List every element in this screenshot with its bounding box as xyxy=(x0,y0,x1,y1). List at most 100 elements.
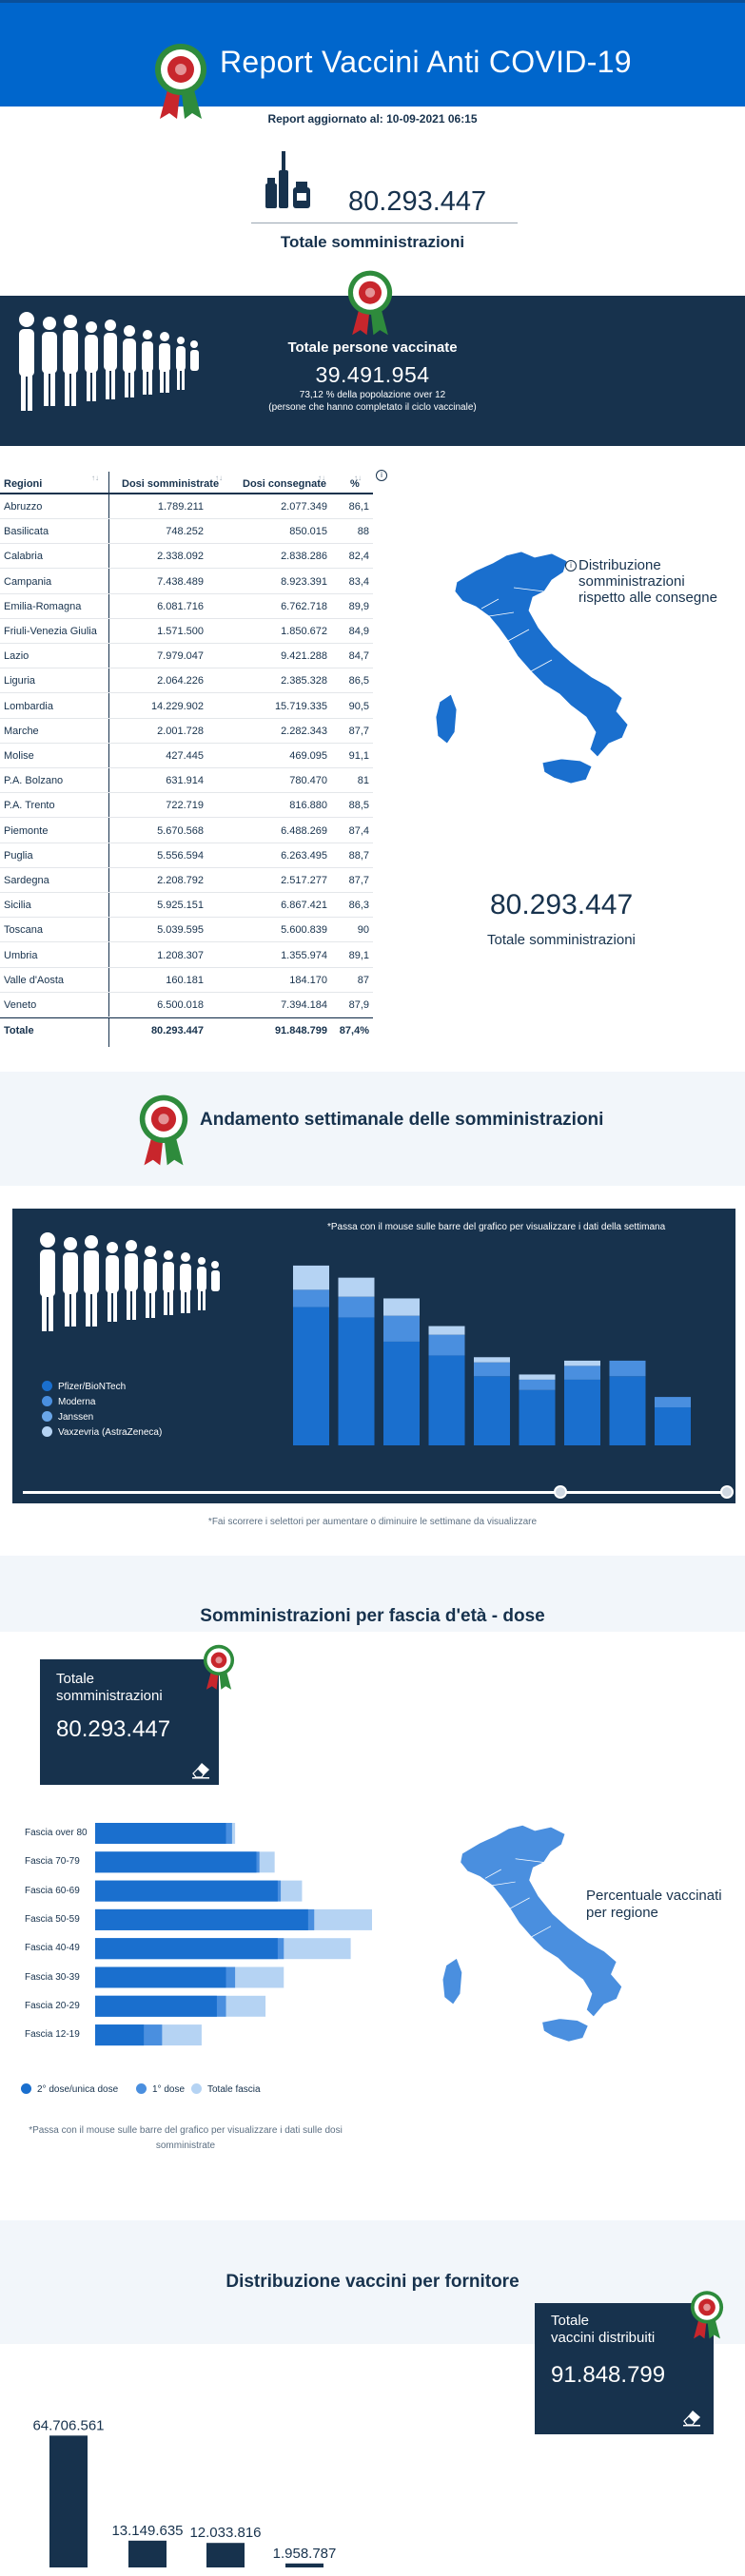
sort-icon[interactable]: ↑↓ xyxy=(215,474,223,482)
weekly-bar-segment[interactable] xyxy=(338,1317,375,1445)
legend-moderna[interactable]: Moderna xyxy=(42,1396,95,1407)
sort-icon[interactable]: ↑↓ xyxy=(91,474,99,482)
cell-region: Umbria xyxy=(4,949,38,961)
supplier-bar[interactable] xyxy=(49,2435,88,2567)
supplier-bar[interactable] xyxy=(206,2543,245,2567)
table-row[interactable]: Umbria 1.208.307 1.355.974 89,1 xyxy=(0,943,373,968)
age-band-label: Fascia 40-49 xyxy=(25,1943,80,1954)
weekly-bar-segment[interactable] xyxy=(519,1379,556,1390)
header-administered[interactable]: Dosi somministrate xyxy=(122,478,220,490)
weekly-bar-segment[interactable] xyxy=(428,1355,465,1445)
weekly-bar-segment[interactable] xyxy=(383,1315,420,1342)
table-row[interactable]: P.A. Bolzano 631.914 780.470 81 xyxy=(0,768,373,794)
table-row[interactable]: Emilia-Romagna 6.081.716 6.762.718 89,9 xyxy=(0,594,373,619)
weekly-footer-note: *Fai scorrere i selettori per aumentare … xyxy=(207,1517,538,1527)
header-region[interactable]: Regioni xyxy=(4,478,43,490)
info-icon[interactable]: i xyxy=(376,470,387,481)
legend-vaxzevria[interactable]: Vaxzevria (AstraZeneca) xyxy=(42,1426,162,1438)
eraser-icon[interactable] xyxy=(681,2408,702,2427)
italy-map-percent[interactable] xyxy=(419,1816,657,2082)
table-row[interactable]: Lazio 7.979.047 9.421.288 84,7 xyxy=(0,644,373,669)
weekly-bar-segment[interactable] xyxy=(474,1376,510,1445)
supplier-bar[interactable] xyxy=(128,2540,167,2567)
supplier-value-label[interactable]: 64.706.561 xyxy=(32,2417,104,2433)
weekly-bar-segment[interactable] xyxy=(293,1307,329,1445)
weekly-bar-segment[interactable] xyxy=(383,1298,420,1316)
table-row[interactable]: Sicilia 5.925.151 6.867.421 86,3 xyxy=(0,893,373,919)
table-row[interactable]: Valle d'Aosta 160.181 184.170 87 xyxy=(0,968,373,993)
weekly-bar-segment[interactable] xyxy=(564,1365,600,1380)
weekly-bar-segment[interactable] xyxy=(338,1296,375,1318)
table-row[interactable]: Sardegna 2.208.792 2.517.277 87,7 xyxy=(0,868,373,893)
supplier-value-label[interactable]: 13.149.635 xyxy=(111,2523,183,2539)
table-total-row[interactable]: Totale 80.293.447 91.848.799 87,4% xyxy=(0,1017,373,1042)
table-row[interactable]: Campania 7.438.489 8.923.391 83,4 xyxy=(0,570,373,594)
table-row[interactable]: Marche 2.001.728 2.282.343 87,7 xyxy=(0,719,373,744)
weekly-bar-segment[interactable] xyxy=(474,1362,510,1377)
age-bar-dose2[interactable] xyxy=(95,2024,145,2046)
legend-janssen[interactable]: Janssen xyxy=(42,1411,93,1423)
age-title: Somministrazioni per fascia d'età - dose xyxy=(200,1606,545,1626)
weekly-bar-chart[interactable] xyxy=(285,1255,704,1474)
age-bar-dose2[interactable] xyxy=(95,1966,226,1988)
supplier-bar[interactable] xyxy=(285,2563,323,2567)
weekly-bar-segment[interactable] xyxy=(655,1397,691,1407)
supplier-value-label[interactable]: 12.033.816 xyxy=(189,2525,261,2541)
cell-region: Sicilia xyxy=(4,900,31,912)
table-row[interactable]: Molise 427.445 469.095 91,1 xyxy=(0,744,373,768)
info-icon[interactable]: i xyxy=(565,560,577,571)
table-row[interactable]: Basilicata 748.252 850.015 88 xyxy=(0,519,373,545)
header-percent[interactable]: % xyxy=(350,478,360,490)
sort-icon[interactable]: ↑↓ xyxy=(318,474,325,482)
table-row[interactable]: Puglia 5.556.594 6.263.495 88,7 xyxy=(0,843,373,868)
slider-handle-right[interactable] xyxy=(720,1485,734,1499)
age-legend-total[interactable]: Totale fascia xyxy=(191,2083,261,2095)
eraser-icon[interactable] xyxy=(190,1760,211,1779)
weekly-bar-segment[interactable] xyxy=(519,1374,556,1380)
cell-percent: 87,4 xyxy=(348,824,369,837)
table-row[interactable]: Abruzzo 1.789.211 2.077.349 86,1 xyxy=(0,494,373,519)
age-bar-dose2[interactable] xyxy=(95,1995,217,2017)
age-legend-dose2[interactable]: 2° dose/unica dose xyxy=(21,2083,118,2095)
weekly-bar-segment[interactable] xyxy=(293,1265,329,1290)
table-row[interactable]: Toscana 5.039.595 5.600.839 90 xyxy=(0,918,373,943)
weekly-bar-segment[interactable] xyxy=(609,1376,646,1445)
sort-icon[interactable]: ↑↓ xyxy=(354,474,362,482)
age-bar-dose2[interactable] xyxy=(95,1908,308,1930)
week-range-slider[interactable] xyxy=(23,1491,729,1494)
table-row[interactable]: Calabria 2.338.092 2.838.286 82,4 xyxy=(0,544,373,570)
age-bar-dose2[interactable] xyxy=(95,1851,257,1873)
weekly-bar-segment[interactable] xyxy=(293,1289,329,1307)
weekly-bar-segment[interactable] xyxy=(564,1379,600,1445)
table-row[interactable]: Veneto 6.500.018 7.394.184 87,9 xyxy=(0,993,373,1017)
table-row[interactable]: P.A. Trento 722.719 816.880 88,5 xyxy=(0,793,373,819)
weekly-bar-segment[interactable] xyxy=(474,1357,510,1363)
cell-delivered: 816.880 xyxy=(289,800,327,812)
cell-percent: 87 xyxy=(357,974,369,986)
cell-delivered: 1.850.672 xyxy=(281,626,327,637)
legend-pfizer[interactable]: Pfizer/BioNTech xyxy=(42,1381,126,1392)
weekly-bar-segment[interactable] xyxy=(428,1326,465,1335)
age-bar-dose2[interactable] xyxy=(95,1823,226,1844)
age-bar-chart[interactable] xyxy=(95,1823,381,2051)
weekly-bar-segment[interactable] xyxy=(609,1360,646,1377)
age-legend-dose1[interactable]: 1° dose xyxy=(136,2083,185,2095)
weekly-bar-segment[interactable] xyxy=(564,1360,600,1366)
weekly-bar-segment[interactable] xyxy=(383,1341,420,1445)
table-row[interactable]: Liguria 2.064.226 2.385.328 86,5 xyxy=(0,668,373,694)
header-delivered[interactable]: Dosi consegnate xyxy=(243,478,327,490)
table-row[interactable]: Lombardia 14.229.902 15.719.335 90,5 xyxy=(0,694,373,719)
weekly-bar-segment[interactable] xyxy=(428,1334,465,1356)
table-row[interactable]: Piemonte 5.670.568 6.488.269 87,4 xyxy=(0,819,373,843)
italy-map-distribution[interactable] xyxy=(419,542,657,827)
weekly-bar-segment[interactable] xyxy=(519,1389,556,1445)
age-bar-dose2[interactable] xyxy=(95,1880,278,1902)
cell-region: Molise xyxy=(4,750,34,762)
table-row[interactable]: Friuli-Venezia Giulia 1.571.500 1.850.672 8… xyxy=(0,619,373,644)
supplier-value-label[interactable]: 1.958.787 xyxy=(273,2546,337,2562)
supplier-bar-chart[interactable]: 64.706.561 13.149.635 12.033.816 1.958.787 xyxy=(19,2406,400,2576)
weekly-bar-segment[interactable] xyxy=(338,1277,375,1297)
weekly-bar-segment[interactable] xyxy=(655,1407,691,1445)
age-bar-dose2[interactable] xyxy=(95,1938,278,1960)
slider-handle-left[interactable] xyxy=(554,1485,567,1499)
